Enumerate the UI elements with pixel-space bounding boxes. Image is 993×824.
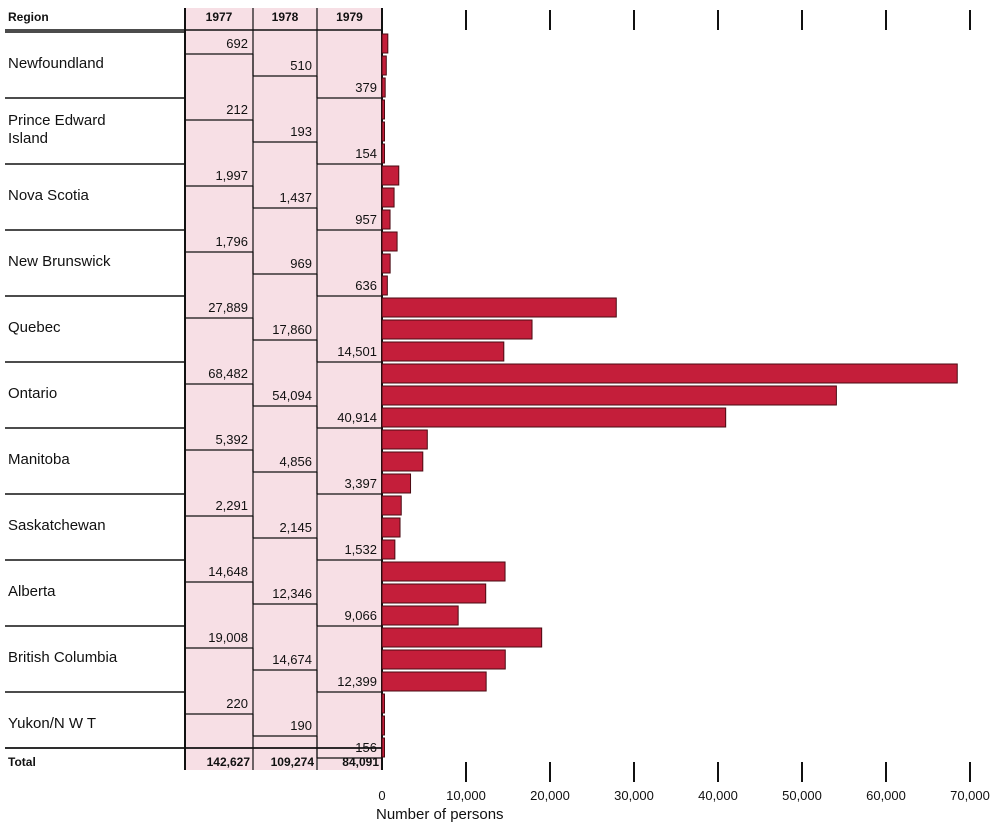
x-tick-label: 50,000 <box>782 788 822 803</box>
total-value: 109,274 <box>271 755 315 769</box>
year-header-1978: 1978 <box>272 10 299 24</box>
value-label: 190 <box>290 718 312 733</box>
region-label: Ontario <box>8 385 57 402</box>
bar-1979 <box>381 77 386 98</box>
value-label: 14,648 <box>208 564 248 579</box>
value-label: 1,796 <box>215 234 248 249</box>
bar-1979 <box>381 275 388 296</box>
value-label: 3,397 <box>344 476 377 491</box>
region-label: Island <box>8 130 48 147</box>
bar-1977 <box>381 363 958 384</box>
bar-1979 <box>381 539 396 560</box>
bar-1978 <box>381 517 401 538</box>
total-value: 142,627 <box>207 755 251 769</box>
total-value: 84,091 <box>342 755 379 769</box>
region-label: Alberta <box>8 583 56 600</box>
bar-1979 <box>381 473 412 494</box>
value-label: 2,291 <box>215 498 248 513</box>
bar-1978 <box>381 253 391 274</box>
value-label: 12,399 <box>337 674 377 689</box>
value-label: 1,437 <box>279 190 312 205</box>
bar-1979 <box>381 737 385 758</box>
value-label: 154 <box>355 146 377 161</box>
x-tick-label: 30,000 <box>614 788 654 803</box>
value-label: 220 <box>226 696 248 711</box>
value-label: 27,889 <box>208 300 248 315</box>
value-label: 1,997 <box>215 168 248 183</box>
value-label: 17,860 <box>272 322 312 337</box>
value-label: 14,501 <box>337 344 377 359</box>
bar-1977 <box>381 33 389 54</box>
region-label: Saskatchewan <box>8 517 106 534</box>
bar-1979 <box>381 143 385 164</box>
bar-1977 <box>381 561 506 582</box>
value-label: 212 <box>226 102 248 117</box>
region-label: Nova Scotia <box>8 187 90 204</box>
value-label: 969 <box>290 256 312 271</box>
bar-1978 <box>381 319 533 340</box>
value-label: 692 <box>226 36 248 51</box>
region-label: Quebec <box>8 319 61 336</box>
x-tick-label: 20,000 <box>530 788 570 803</box>
bar-1977 <box>381 231 398 252</box>
value-label: 957 <box>355 212 377 227</box>
region-header: Region <box>8 10 49 24</box>
year-header-1977: 1977 <box>206 10 233 24</box>
value-label: 510 <box>290 58 312 73</box>
year-header-1979: 1979 <box>336 10 363 24</box>
bar-1977 <box>381 99 385 120</box>
bar-1978 <box>381 451 424 472</box>
value-label: 379 <box>355 80 377 95</box>
value-label: 193 <box>290 124 312 139</box>
x-tick-label: 60,000 <box>866 788 906 803</box>
value-label: 636 <box>355 278 377 293</box>
value-label: 5,392 <box>215 432 248 447</box>
region-label: Manitoba <box>8 451 70 468</box>
bar-1979 <box>381 407 727 428</box>
bar-1978 <box>381 715 385 736</box>
x-tick-label: 0 <box>378 788 385 803</box>
bar-1977 <box>381 495 402 516</box>
value-label: 4,856 <box>279 454 312 469</box>
bar-1978 <box>381 187 395 208</box>
value-label: 12,346 <box>272 586 312 601</box>
bar-1978 <box>381 583 487 604</box>
bar-1979 <box>381 341 505 362</box>
value-label: 19,008 <box>208 630 248 645</box>
region-label: Yukon/N W T <box>8 715 96 732</box>
x-tick-label: 10,000 <box>446 788 486 803</box>
value-label: 1,532 <box>344 542 377 557</box>
x-tick-label: 40,000 <box>698 788 738 803</box>
bar-1977 <box>381 693 385 714</box>
bar-1978 <box>381 55 387 76</box>
region-label: Prince Edward <box>8 112 106 129</box>
region-label: Newfoundland <box>8 55 104 72</box>
value-label: 14,674 <box>272 652 312 667</box>
bar-1978 <box>381 649 506 670</box>
value-label: 2,145 <box>279 520 312 535</box>
value-label: 9,066 <box>344 608 377 623</box>
value-label: 54,094 <box>272 388 312 403</box>
region-label: New Brunswick <box>8 253 111 270</box>
x-tick-label: 70,000 <box>950 788 990 803</box>
region-label: British Columbia <box>8 649 118 666</box>
bar-1979 <box>381 671 487 692</box>
bar-1979 <box>381 209 391 230</box>
bar-1979 <box>381 605 459 626</box>
value-label: 68,482 <box>208 366 248 381</box>
value-label: 40,914 <box>337 410 377 425</box>
bar-1978 <box>381 121 385 142</box>
table-background <box>185 8 382 770</box>
bar-1977 <box>381 627 543 648</box>
x-axis-label: Number of persons <box>376 806 504 823</box>
total-label: Total <box>8 755 36 769</box>
bar-1977 <box>381 165 400 186</box>
bar-1978 <box>381 385 837 406</box>
bar-1977 <box>381 297 617 318</box>
bar-1977 <box>381 429 428 450</box>
